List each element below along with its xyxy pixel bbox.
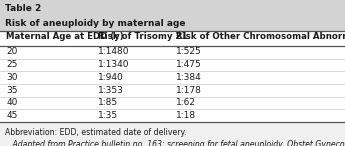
Bar [0,0,345,31]
Text: 1:1340: 1:1340 [98,60,130,69]
Text: 1:475: 1:475 [176,60,202,69]
Text: 35: 35 [6,86,18,95]
Text: 1:35: 1:35 [98,111,118,120]
Text: 1:353: 1:353 [98,86,124,95]
Text: 1:384: 1:384 [176,73,202,82]
Text: Maternal Age at EDD (y): Maternal Age at EDD (y) [6,32,124,41]
Bar [0,31,345,122]
Text: 1:1480: 1:1480 [98,47,130,57]
Text: 40: 40 [6,98,18,107]
Text: Table 2: Table 2 [5,4,41,13]
Text: 20: 20 [6,47,18,57]
Text: 1:940: 1:940 [98,73,124,82]
Text: 30: 30 [6,73,18,82]
Text: 1:85: 1:85 [98,98,118,107]
Text: Risk of Other Chromosomal Abnormality: Risk of Other Chromosomal Abnormality [176,32,345,41]
Text: Adapted from Practice bulletin no. 163: screening for fetal aneuploidy. Obstet G: Adapted from Practice bulletin no. 163: … [5,140,345,146]
Text: 1:525: 1:525 [176,47,202,57]
Text: Risk of Trisomy 21: Risk of Trisomy 21 [98,32,188,41]
Text: Risk of aneuploidy by maternal age: Risk of aneuploidy by maternal age [5,19,186,28]
Text: 1:62: 1:62 [176,98,196,107]
Text: 1:178: 1:178 [176,86,202,95]
Text: 25: 25 [6,60,18,69]
Text: 45: 45 [6,111,18,120]
Text: 1:18: 1:18 [176,111,196,120]
Text: Abbreviation: EDD, estimated date of delivery.: Abbreviation: EDD, estimated date of del… [5,128,187,137]
